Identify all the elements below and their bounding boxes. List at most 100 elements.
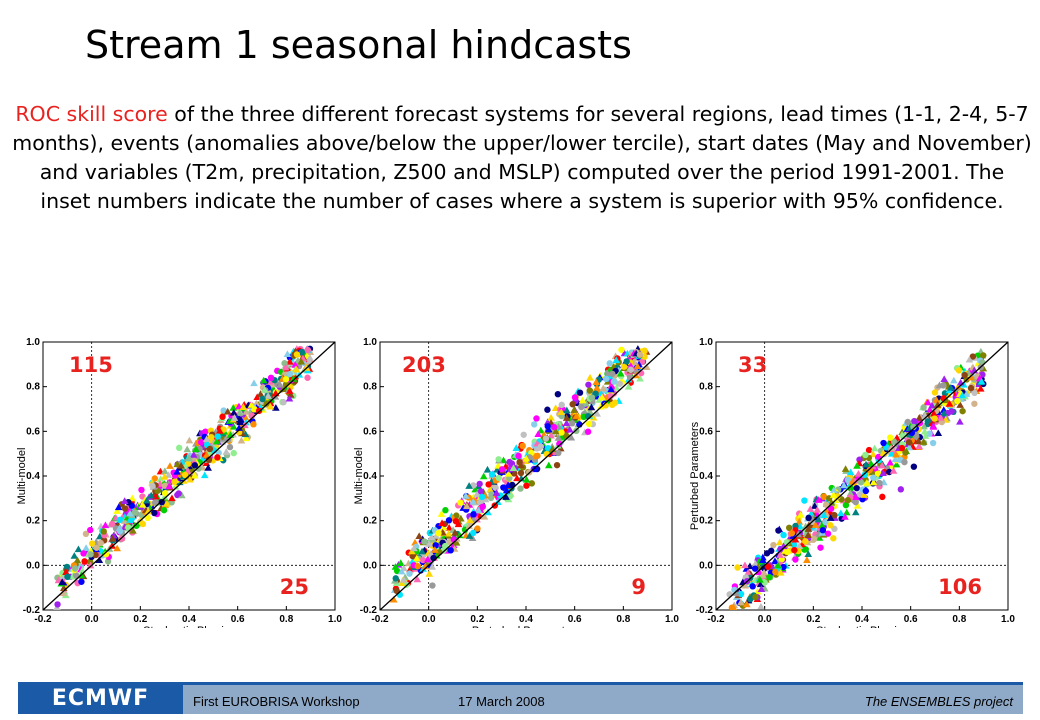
data-point [93,544,100,551]
y-tick-label: 0.4 [26,471,40,482]
data-point [757,585,766,592]
data-point [791,535,800,543]
data-point [756,576,764,583]
data-point [465,482,473,489]
data-point [785,524,793,532]
data-point [776,568,785,576]
data-point [544,406,551,413]
data-point [954,397,961,405]
data-point [818,521,827,529]
data-point [554,434,563,441]
data-point [229,423,238,430]
x-tick-label: 0.0 [758,614,772,625]
data-point [431,546,439,553]
data-point [932,396,941,403]
data-point [586,373,594,381]
data-point [841,465,850,472]
data-point [780,531,787,539]
data-point [571,394,579,401]
data-point [805,514,812,522]
data-point [126,509,134,517]
data-point [756,580,765,588]
data-point [853,501,862,509]
data-point [247,401,256,408]
x-tick-label: 0.4 [519,614,533,625]
scatter-panel-2: -0.2 0.0 0.2 0.4 0.6 0.8 1.0 -0.2 0.0 0.2 0.4 0.6 0.… [352,330,692,628]
data-point [599,384,608,392]
data-point [149,482,156,490]
data-point [138,486,145,494]
data-point [438,519,446,527]
data-point [161,467,169,475]
data-point [929,423,938,430]
data-point [837,509,845,517]
data-point [481,495,490,503]
data-point [455,531,464,539]
data-point [114,503,123,511]
data-point [795,542,804,549]
data-point [796,511,805,518]
diagonal-line [379,341,673,611]
x-tick-label: 0.8 [952,614,966,625]
data-point [924,398,932,406]
data-point [926,405,934,413]
data-point [226,443,234,451]
data-point [926,430,933,437]
data-point [516,458,523,466]
data-point [749,583,756,590]
data-point [814,496,823,503]
data-point [547,413,555,421]
ecmwf-logo: ECMWF [18,682,183,714]
data-point [504,469,513,477]
x-tick-label: 0.2 [133,614,147,625]
data-point [237,436,246,444]
data-point [853,484,860,492]
data-point [914,437,923,445]
data-point [109,520,116,528]
data-point [534,430,542,438]
data-point [444,529,453,537]
data-point [171,478,178,486]
y-tick-label: 0.8 [363,382,377,393]
data-point [977,377,986,385]
scatter-chart-3: -0.2 0.0 0.2 0.4 0.6 0.8 1.0 -0.2 0.0 0.2 0.4 0.6 0.… [689,337,1015,628]
data-point [517,469,525,477]
data-point [570,406,578,413]
data-point [469,498,478,505]
data-point [729,603,738,610]
data-point [876,479,883,487]
x-tick-label: 0.4 [855,614,869,625]
data-point [133,522,140,529]
data-point [910,423,917,431]
data-point [915,414,924,421]
data-point [281,360,288,367]
count-lower: 9 [631,575,646,599]
data-point [264,392,272,399]
data-point [206,445,214,453]
data-point [470,529,477,537]
data-point [887,434,894,441]
data-point [492,489,501,496]
data-point [846,468,855,476]
data-point [250,421,257,428]
data-point [219,413,226,420]
data-point [100,528,107,535]
data-point [442,507,449,514]
data-point [397,567,406,575]
data-point [173,467,181,475]
data-point [775,538,784,546]
data-point [788,530,796,537]
data-point [222,448,231,455]
data-point [517,485,524,492]
y-tick-label: 0.4 [363,471,377,482]
data-point [976,384,985,392]
data-point [522,475,531,483]
data-point [452,538,461,546]
data-point [851,493,860,501]
data-point [741,561,749,569]
data-point [463,502,471,510]
data-point [413,575,422,583]
data-point [766,573,773,581]
slide-title: Stream 1 seasonal hindcasts [85,23,632,67]
y-tick-label: 0.2 [26,516,40,527]
